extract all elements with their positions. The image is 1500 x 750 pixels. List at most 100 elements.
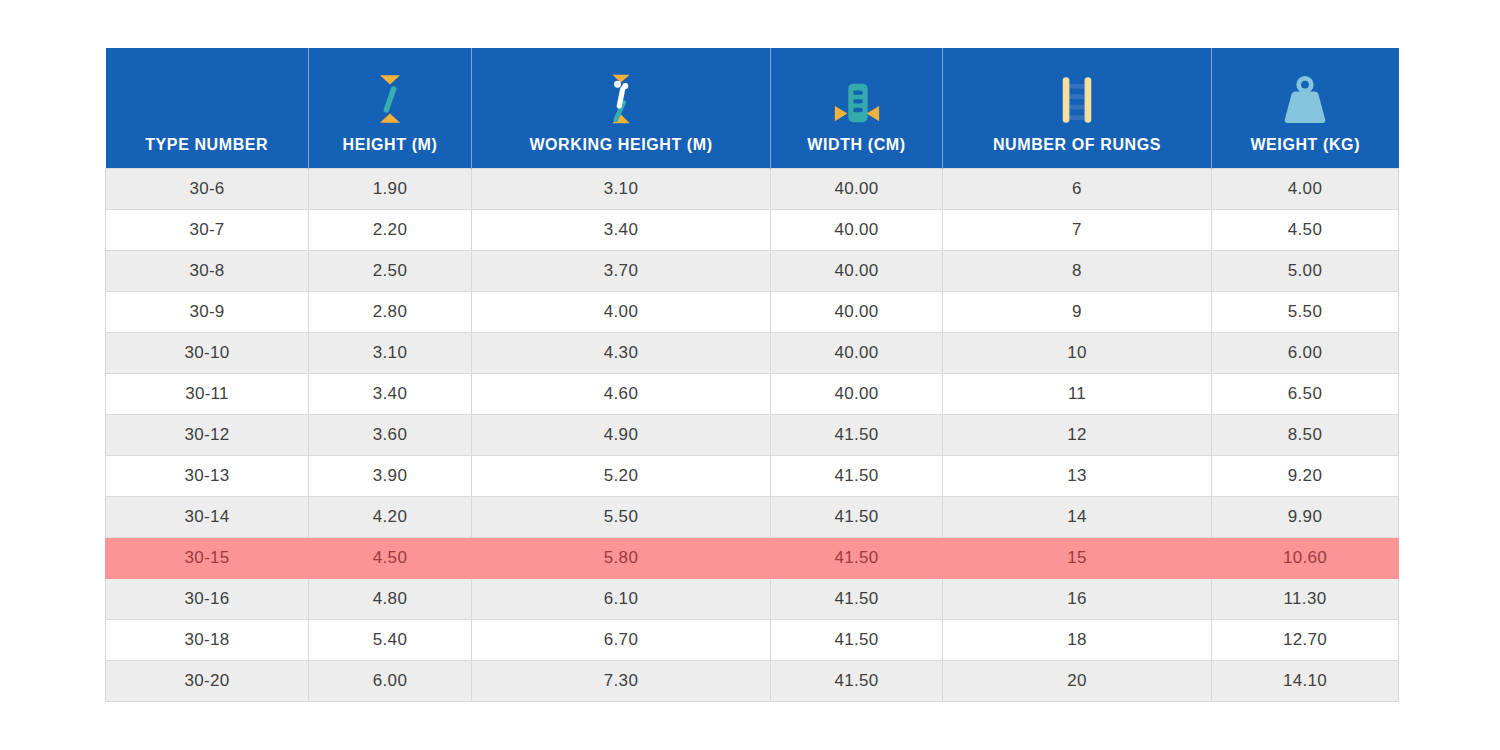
table-cell: 11 (943, 374, 1212, 415)
table-cell: 9.90 (1212, 497, 1399, 538)
table-cell: 7.30 (472, 661, 771, 702)
table-cell: 8.50 (1212, 415, 1399, 456)
table-cell: 40.00 (771, 251, 943, 292)
table-cell: 41.50 (771, 620, 943, 661)
table-cell: 1.90 (309, 169, 472, 210)
table-cell: 5.50 (1212, 292, 1399, 333)
table-cell: 41.50 (771, 497, 943, 538)
column-label: NUMBER OF RUNGS (993, 136, 1161, 154)
table-cell: 40.00 (771, 169, 943, 210)
table-row[interactable]: 30-133.905.2041.50139.20 (106, 456, 1399, 497)
table-row[interactable]: 30-92.804.0040.0095.50 (106, 292, 1399, 333)
weight-icon (1282, 75, 1328, 125)
table-cell: 6 (943, 169, 1212, 210)
table-cell: 5.40 (309, 620, 472, 661)
table-row[interactable]: 30-72.203.4040.0074.50 (106, 210, 1399, 251)
table-cell: 40.00 (771, 333, 943, 374)
table-header: TYPE NUMBER HEIGHT (M) (106, 48, 1399, 169)
table-cell: 30-18 (106, 620, 309, 661)
ladder-rungs-icon (1058, 75, 1096, 125)
height-measure-icon (370, 73, 410, 125)
table-cell: 40.00 (771, 210, 943, 251)
table-cell: 40.00 (771, 374, 943, 415)
table-cell: 4.20 (309, 497, 472, 538)
column-label: WORKING HEIGHT (M) (529, 136, 712, 154)
table-cell: 4.80 (309, 579, 472, 620)
table-row[interactable]: 30-61.903.1040.0064.00 (106, 169, 1399, 210)
table-cell: 11.30 (1212, 579, 1399, 620)
table-cell: 30-16 (106, 579, 309, 620)
table-cell: 6.00 (1212, 333, 1399, 374)
table-cell: 30-12 (106, 415, 309, 456)
table-cell: 41.50 (771, 456, 943, 497)
table-cell: 16 (943, 579, 1212, 620)
table-cell: 12 (943, 415, 1212, 456)
table-cell: 30-20 (106, 661, 309, 702)
table-cell: 30-8 (106, 251, 309, 292)
table-row[interactable]: 30-144.205.5041.50149.90 (106, 497, 1399, 538)
column-label: HEIGHT (M) (343, 136, 438, 154)
table-cell: 14.10 (1212, 661, 1399, 702)
table-cell: 2.80 (309, 292, 472, 333)
ladder-width-icon (832, 81, 882, 125)
table-cell: 3.10 (472, 169, 771, 210)
table-cell: 13 (943, 456, 1212, 497)
table-cell: 5.50 (472, 497, 771, 538)
ladder-spec-table: TYPE NUMBER HEIGHT (M) (105, 48, 1399, 702)
table-row[interactable]: 30-164.806.1041.501611.30 (106, 579, 1399, 620)
table-cell: 3.90 (309, 456, 472, 497)
table-cell: 8 (943, 251, 1212, 292)
column-header-weight: WEIGHT (KG) (1212, 48, 1399, 169)
table-cell: 3.70 (472, 251, 771, 292)
table-cell: 5.80 (472, 538, 771, 579)
table-cell: 7 (943, 210, 1212, 251)
table-row[interactable]: 30-154.505.8041.501510.60 (106, 538, 1399, 579)
table-cell: 41.50 (771, 579, 943, 620)
table-row[interactable]: 30-103.104.3040.00106.00 (106, 333, 1399, 374)
column-header-rungs: NUMBER OF RUNGS (943, 48, 1212, 169)
table-cell: 4.50 (309, 538, 472, 579)
table-row[interactable]: 30-185.406.7041.501812.70 (106, 620, 1399, 661)
table-cell: 3.60 (309, 415, 472, 456)
table-cell: 41.50 (771, 661, 943, 702)
table-cell: 30-13 (106, 456, 309, 497)
table-cell: 3.10 (309, 333, 472, 374)
table-cell: 9.20 (1212, 456, 1399, 497)
table-cell: 41.50 (771, 415, 943, 456)
table-cell: 6.10 (472, 579, 771, 620)
table-cell: 4.60 (472, 374, 771, 415)
table-cell: 30-9 (106, 292, 309, 333)
table-cell: 10 (943, 333, 1212, 374)
table-row[interactable]: 30-206.007.3041.502014.10 (106, 661, 1399, 702)
table-cell: 20 (943, 661, 1212, 702)
table-cell: 30-14 (106, 497, 309, 538)
table-cell: 4.30 (472, 333, 771, 374)
table-cell: 30-10 (106, 333, 309, 374)
table-cell: 6.00 (309, 661, 472, 702)
column-label: WEIGHT (KG) (1250, 136, 1360, 154)
table-cell: 9 (943, 292, 1212, 333)
table-cell: 4.00 (472, 292, 771, 333)
table-cell: 40.00 (771, 292, 943, 333)
table-cell: 15 (943, 538, 1212, 579)
table-cell: 2.20 (309, 210, 472, 251)
table-row[interactable]: 30-82.503.7040.0085.00 (106, 251, 1399, 292)
table-cell: 10.60 (1212, 538, 1399, 579)
column-header-height: HEIGHT (M) (309, 48, 472, 169)
table-cell: 4.00 (1212, 169, 1399, 210)
table-cell: 30-7 (106, 210, 309, 251)
column-label: WIDTH (CM) (807, 136, 905, 154)
table-cell: 3.40 (472, 210, 771, 251)
table-cell: 3.40 (309, 374, 472, 415)
column-header-working-height: WORKING HEIGHT (M) (472, 48, 771, 169)
table-cell: 30-15 (106, 538, 309, 579)
table-cell: 4.50 (1212, 210, 1399, 251)
table-cell: 6.50 (1212, 374, 1399, 415)
table-row[interactable]: 30-123.604.9041.50128.50 (106, 415, 1399, 456)
table-cell: 5.20 (472, 456, 771, 497)
column-label: TYPE NUMBER (145, 136, 268, 154)
column-header-width: WIDTH (CM) (771, 48, 943, 169)
page: TYPE NUMBER HEIGHT (M) (0, 0, 1500, 750)
table-row[interactable]: 30-113.404.6040.00116.50 (106, 374, 1399, 415)
table-cell: 41.50 (771, 538, 943, 579)
